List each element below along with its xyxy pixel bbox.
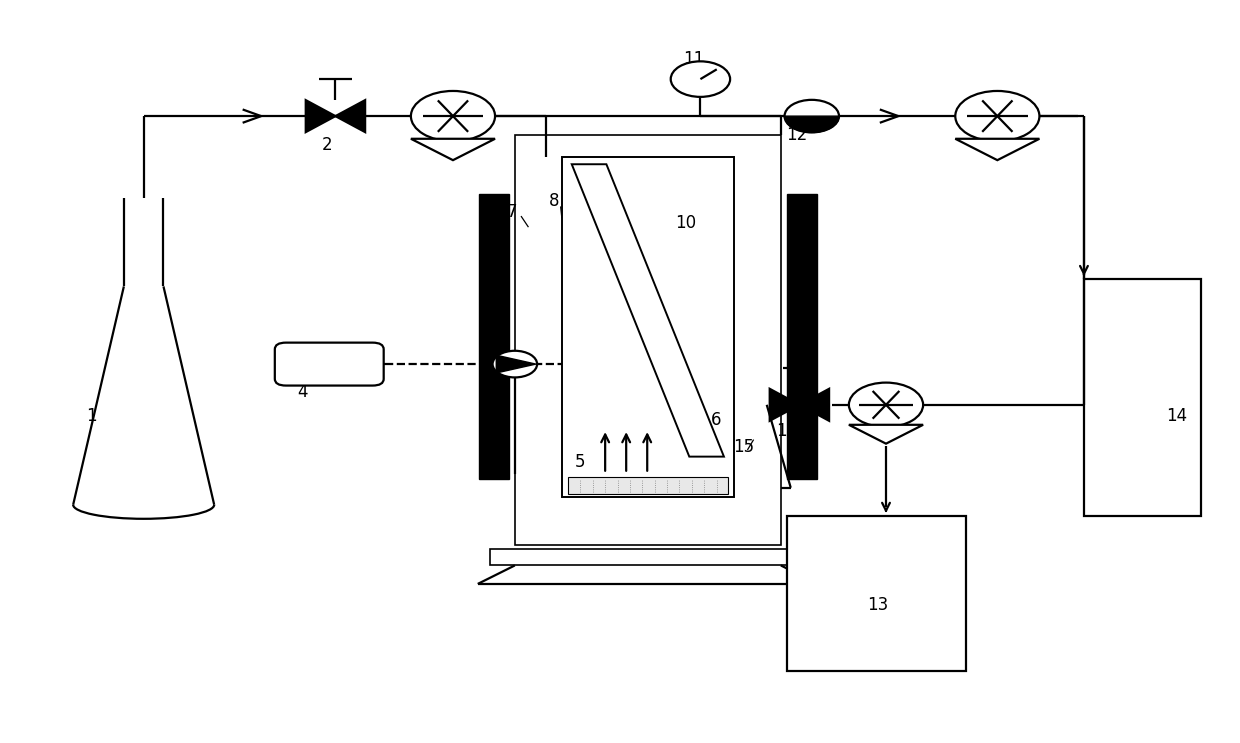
Text: 6: 6 bbox=[712, 411, 722, 429]
Bar bbox=[787, 516, 966, 671]
Bar bbox=[568, 477, 728, 493]
Polygon shape bbox=[336, 100, 365, 132]
Polygon shape bbox=[306, 100, 336, 132]
Text: 9: 9 bbox=[600, 192, 610, 210]
Bar bbox=[490, 549, 806, 565]
Circle shape bbox=[671, 62, 730, 97]
Bar bbox=[1084, 279, 1202, 516]
Bar bbox=[515, 134, 781, 545]
Polygon shape bbox=[800, 389, 830, 421]
Text: 16: 16 bbox=[776, 422, 797, 440]
Polygon shape bbox=[572, 164, 724, 457]
Text: 11: 11 bbox=[683, 50, 704, 68]
Circle shape bbox=[410, 91, 495, 141]
Polygon shape bbox=[410, 139, 495, 160]
Text: 8: 8 bbox=[549, 192, 559, 210]
Text: 5: 5 bbox=[575, 452, 585, 471]
Bar bbox=[562, 157, 734, 497]
Wedge shape bbox=[785, 116, 839, 132]
Text: 1: 1 bbox=[87, 407, 97, 425]
Text: 12: 12 bbox=[786, 126, 807, 143]
Text: 3: 3 bbox=[438, 140, 449, 158]
Circle shape bbox=[849, 383, 923, 427]
Polygon shape bbox=[770, 389, 800, 421]
Text: 2: 2 bbox=[321, 136, 332, 154]
Circle shape bbox=[492, 351, 537, 377]
FancyBboxPatch shape bbox=[275, 343, 383, 386]
Text: 14: 14 bbox=[1166, 407, 1188, 425]
Polygon shape bbox=[849, 425, 923, 444]
Bar bbox=[787, 194, 817, 478]
Text: 4: 4 bbox=[296, 383, 308, 401]
Text: 7: 7 bbox=[507, 204, 517, 221]
Circle shape bbox=[785, 100, 839, 132]
Text: 10: 10 bbox=[675, 215, 696, 233]
Bar bbox=[479, 194, 508, 478]
Circle shape bbox=[955, 91, 1039, 141]
Text: 13: 13 bbox=[867, 596, 888, 614]
Text: 15: 15 bbox=[733, 438, 754, 456]
Polygon shape bbox=[955, 139, 1039, 160]
Polygon shape bbox=[496, 355, 536, 373]
